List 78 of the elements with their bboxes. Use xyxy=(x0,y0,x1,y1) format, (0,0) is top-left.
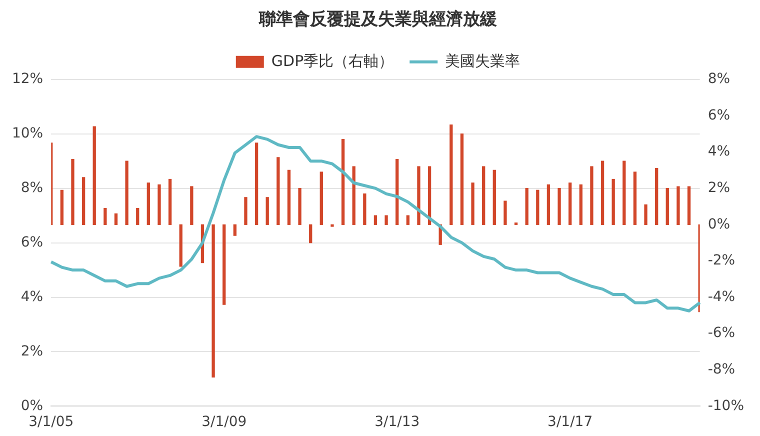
bar xyxy=(233,224,236,236)
bar xyxy=(450,124,453,225)
bar xyxy=(579,184,582,225)
bar xyxy=(330,224,334,227)
bar xyxy=(492,170,496,225)
bar xyxy=(254,142,258,225)
y2-tick-label: -8% xyxy=(708,362,736,378)
bar xyxy=(309,224,312,244)
y2-tick-label: 2% xyxy=(708,180,730,196)
y2-tick-label: 6% xyxy=(708,107,730,124)
bar xyxy=(222,224,226,305)
bar xyxy=(687,186,691,225)
bar xyxy=(633,172,637,225)
chart-title: 聯準會反覆提及失業與經濟放緩 xyxy=(258,10,497,30)
bar xyxy=(384,215,388,225)
y2-tick-label: 8% xyxy=(708,71,730,88)
x-tick-label: 3/1/09 xyxy=(202,414,247,430)
bar xyxy=(590,166,594,225)
bar xyxy=(341,138,345,225)
bar xyxy=(676,186,680,225)
bar xyxy=(92,126,96,225)
bar xyxy=(536,190,540,225)
bar xyxy=(655,168,658,225)
bar xyxy=(276,157,280,225)
bar xyxy=(600,160,604,225)
bar xyxy=(60,190,64,225)
bar xyxy=(558,188,561,225)
bar xyxy=(666,188,669,225)
bar xyxy=(417,166,420,225)
bar xyxy=(374,215,378,225)
bar xyxy=(406,215,410,225)
y-tick-label: 8% xyxy=(20,180,44,196)
y-tick-label: 6% xyxy=(20,234,44,250)
bar xyxy=(136,208,140,225)
y2-tick-label: -10% xyxy=(708,398,744,414)
bar xyxy=(287,170,291,225)
y2-tick-label: -4% xyxy=(708,288,736,305)
bar xyxy=(168,178,172,225)
bar xyxy=(460,134,464,225)
bar xyxy=(114,213,118,225)
x-tick-label: 3/1/05 xyxy=(28,414,74,430)
bar xyxy=(244,197,248,225)
bar xyxy=(525,188,528,225)
y2-tick-label: 4% xyxy=(708,144,730,160)
x-tick-label: 3/1/17 xyxy=(548,414,593,430)
bar xyxy=(125,160,128,225)
bar xyxy=(179,224,182,267)
bar xyxy=(190,186,194,225)
y-tick-label: 2% xyxy=(20,343,44,360)
bar xyxy=(266,197,269,225)
y2-tick-label: -6% xyxy=(708,325,736,342)
bar xyxy=(622,160,626,225)
bar xyxy=(612,178,615,225)
bar xyxy=(298,188,302,225)
bar xyxy=(82,177,86,225)
bar xyxy=(471,182,474,225)
y-tick-label: 0% xyxy=(20,398,44,414)
bar xyxy=(644,204,648,225)
y-tick-label: 4% xyxy=(20,288,44,305)
y-tick-label: 10% xyxy=(12,126,44,142)
bar xyxy=(158,184,161,225)
bar xyxy=(504,200,507,225)
bar xyxy=(396,158,399,225)
bar xyxy=(546,184,550,225)
y2-tick-label: 0% xyxy=(708,216,730,232)
x-tick-label: 3/1/13 xyxy=(374,414,420,430)
bar xyxy=(212,224,215,378)
bar xyxy=(568,182,572,225)
bar xyxy=(363,193,366,225)
bar xyxy=(104,208,107,225)
bar xyxy=(146,182,150,225)
legend-label: GDP季比（右軸） xyxy=(271,52,394,70)
legend-label: 美國失業率 xyxy=(445,52,520,70)
bar xyxy=(320,172,323,225)
y-tick-label: 12% xyxy=(12,71,44,88)
y2-tick-label: -2% xyxy=(708,252,736,269)
bar xyxy=(71,158,74,225)
bar xyxy=(482,166,486,225)
